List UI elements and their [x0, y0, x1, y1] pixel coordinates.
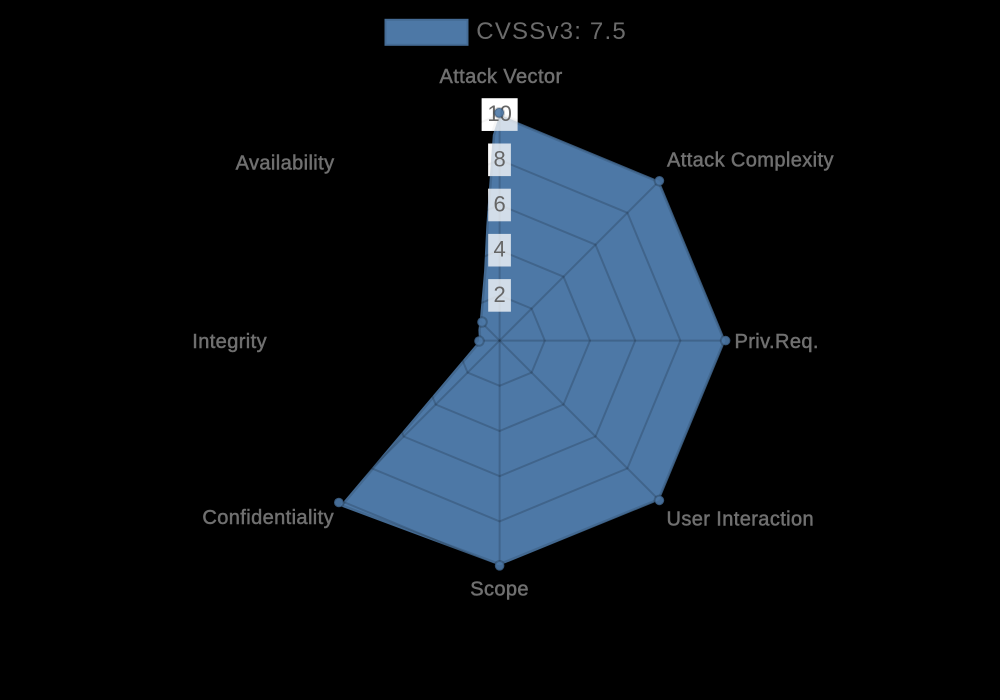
svg-text:User Interaction: User Interaction: [667, 508, 815, 530]
svg-text:Availability: Availability: [236, 153, 335, 175]
svg-text:4: 4: [493, 237, 505, 262]
svg-text:Scope: Scope: [470, 579, 529, 601]
svg-text:Attack Vector: Attack Vector: [439, 66, 562, 88]
svg-text:2: 2: [493, 282, 505, 307]
svg-text:6: 6: [493, 192, 505, 217]
svg-text:Confidentiality: Confidentiality: [202, 507, 334, 529]
svg-text:Attack Complexity: Attack Complexity: [667, 150, 834, 172]
svg-text:Priv.Req.: Priv.Req.: [735, 331, 819, 353]
svg-text:CVSSv3: 7.5: CVSSv3: 7.5: [476, 18, 627, 45]
svg-text:Integrity: Integrity: [192, 331, 267, 353]
svg-text:8: 8: [493, 146, 505, 171]
